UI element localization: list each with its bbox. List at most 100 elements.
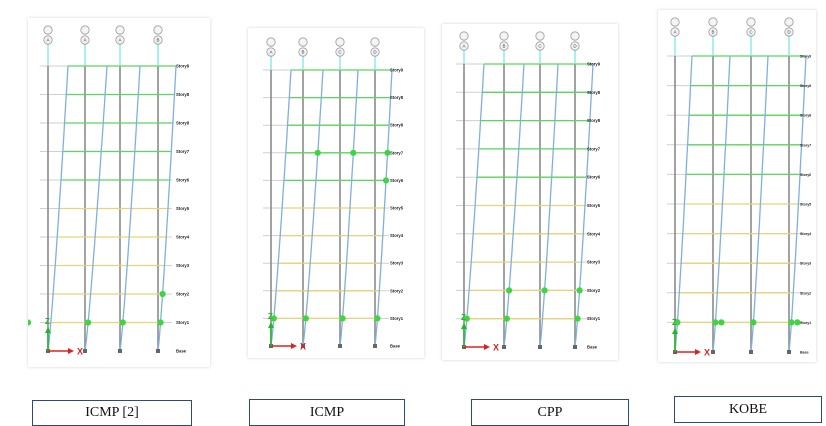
story-label: Story4	[800, 232, 811, 236]
plastic-hinge	[270, 315, 277, 322]
story-label: Story6	[587, 175, 601, 180]
deformed-column	[47, 65, 69, 352]
plastic-hinge	[382, 177, 390, 184]
story-label: Base	[800, 351, 809, 355]
grid-bubble-bottom	[459, 41, 469, 51]
story-label: Story4	[587, 231, 601, 236]
grid-bubble-label: C	[538, 44, 542, 49]
plastic-hinge	[384, 149, 391, 156]
base-support	[83, 349, 87, 353]
grid-bubble-bottom	[746, 27, 756, 37]
frame-diagram-icmp2: A A A B Story8 Story8 Story8 Story7 Story6 Story5…	[28, 25, 190, 357]
grid-bubble-label: C	[338, 50, 342, 55]
axis-z-arrow	[268, 322, 274, 328]
grid-bubble-bottom	[535, 41, 545, 51]
axis-x-label: X	[493, 343, 499, 353]
plastic-hinge	[302, 315, 309, 322]
axis-z-arrow	[461, 323, 467, 329]
story-label: Story8	[800, 114, 811, 118]
story-label: Base	[587, 345, 598, 350]
story-label: Story8	[390, 95, 404, 100]
grid-bubble-bottom	[153, 35, 163, 45]
plastic-hinge	[28, 319, 32, 326]
story-label: Story9	[390, 68, 404, 73]
story-label: Story8	[800, 84, 811, 88]
grid-bubble-label: B	[301, 50, 304, 55]
grid-bubble-top	[499, 31, 509, 41]
plastic-hinge	[574, 315, 581, 322]
story-label: Story4	[176, 235, 190, 240]
story-label: Story5	[176, 206, 190, 211]
deformed-column	[463, 63, 485, 348]
deformed-column	[503, 63, 525, 348]
plastic-hinge	[339, 315, 346, 322]
grid-bubble-top	[570, 31, 580, 41]
story-label: Story1	[800, 321, 811, 325]
story-label: Story3	[587, 260, 601, 265]
panel-icmp2: A A A B Story8 Story8 Story8 Story7 Story6 Story5…	[28, 18, 210, 367]
grid-bubble-top	[670, 17, 680, 27]
story-label: Story1	[176, 320, 190, 325]
axis-z-label: Z	[461, 313, 466, 322]
deformed-column	[674, 55, 693, 353]
grid-bubble-bottom	[115, 35, 125, 45]
story-label: Story2	[587, 288, 601, 293]
story-label: Story9	[800, 55, 811, 59]
plastic-hinge	[718, 319, 725, 326]
plastic-hinge	[374, 315, 381, 322]
grid-bubble-label: D	[373, 50, 377, 55]
grid-bubble-bottom	[670, 27, 680, 37]
story-label: Story8	[390, 123, 404, 128]
story-label: Story2	[800, 291, 811, 295]
grid-bubble-bottom	[266, 47, 276, 57]
story-label: Story5	[390, 206, 404, 211]
deformed-column	[339, 69, 359, 347]
story-label: Story8	[587, 118, 601, 123]
grid-bubble-bottom	[335, 47, 345, 57]
grid-bubble-top	[298, 37, 308, 47]
plastic-hinge	[674, 319, 681, 326]
grid-bubble-top	[535, 31, 545, 41]
story-label: Story6	[800, 173, 811, 177]
plastic-hinge	[503, 315, 510, 322]
plastic-hinge	[505, 287, 513, 294]
story-label: Story8	[176, 64, 190, 69]
caption-cpp: CPP	[471, 399, 629, 426]
caption-icmp: ICMP	[249, 399, 405, 426]
story-label: Story4	[390, 233, 404, 238]
story-label: Story3	[390, 261, 404, 266]
grid-bubble-label: A	[118, 38, 121, 43]
story-label: Story3	[800, 262, 811, 266]
story-label: Story5	[800, 203, 811, 207]
grid-bubble-label: A	[673, 30, 676, 35]
grid-bubble-top	[43, 25, 53, 35]
grid-bubble-bottom	[298, 47, 308, 57]
axis-z-arrow	[672, 328, 678, 334]
base-support	[538, 345, 542, 349]
axis-x-arrow	[484, 344, 490, 350]
story-label: Story8	[176, 92, 190, 97]
base-support	[301, 344, 305, 348]
plastic-hinge	[314, 149, 321, 156]
story-label: Story8	[176, 121, 190, 126]
deformed-column	[119, 65, 141, 352]
plastic-hinge	[576, 287, 583, 294]
grid-bubble-label: A	[462, 44, 465, 49]
grid-bubble-label: B	[711, 30, 714, 35]
story-label: Story5	[587, 203, 601, 208]
panel-cpp: A B C D Story9 Story8 Story8 Story7 Story6 Story5…	[442, 24, 618, 360]
grid-bubble-label: A	[269, 50, 272, 55]
grid-bubble-bottom	[43, 35, 53, 45]
story-label: Story6	[390, 178, 404, 183]
frame-diagram-icmp: A B C D Story9 Story8 Story8 Story7 Story6 Story5…	[263, 37, 404, 352]
axis-x-arrow	[291, 343, 297, 349]
plastic-hinge	[463, 315, 470, 322]
grid-bubble-label: B	[502, 44, 505, 49]
base-support	[373, 344, 377, 348]
story-label: Story6	[176, 178, 190, 183]
grid-bubble-bottom	[784, 27, 794, 37]
story-label: Story7	[587, 146, 601, 151]
plastic-hinge	[119, 319, 126, 326]
story-label: Story2	[176, 292, 190, 297]
grid-bubble-top	[370, 37, 380, 47]
